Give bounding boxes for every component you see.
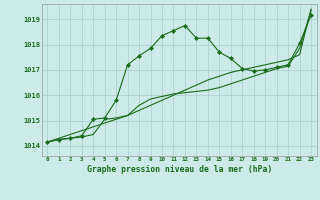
X-axis label: Graphe pression niveau de la mer (hPa): Graphe pression niveau de la mer (hPa) <box>87 165 272 174</box>
